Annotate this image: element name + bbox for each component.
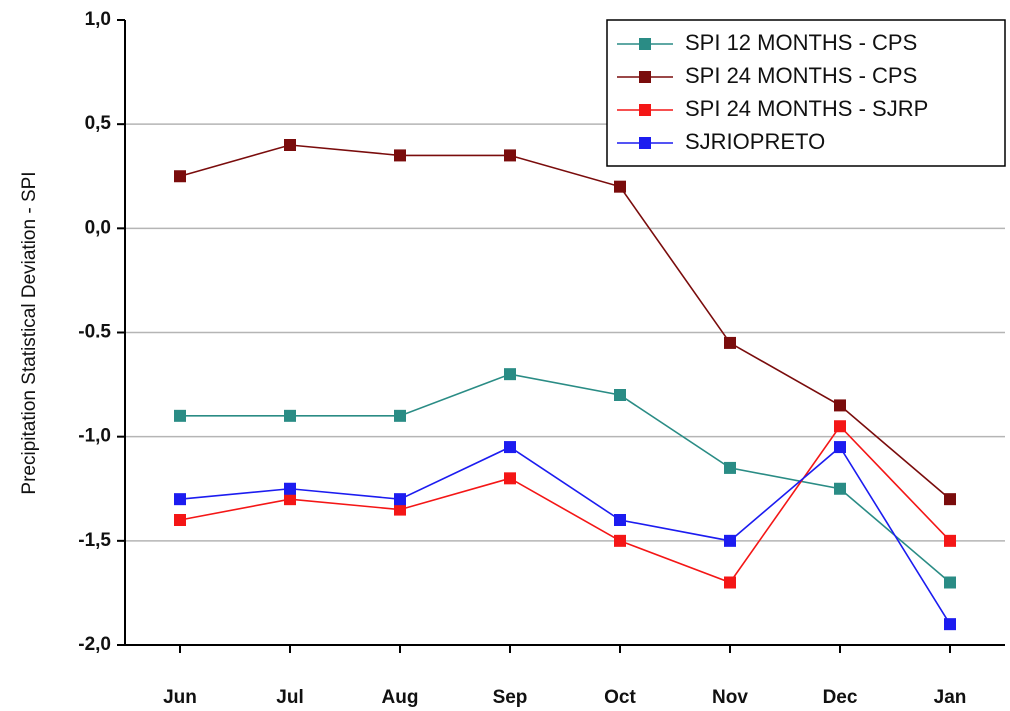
marker (504, 441, 516, 454)
series-line (179, 144, 951, 500)
marker (284, 409, 296, 422)
legend-label: SPI 24 MONTHS - SJRP (685, 96, 928, 121)
y-tick-label: -2,0 (78, 634, 111, 655)
marker (834, 420, 846, 433)
marker (944, 618, 956, 631)
x-tick-label: Dec (823, 687, 858, 708)
marker (614, 534, 626, 547)
y-tick-label: -1,5 (78, 530, 111, 551)
marker (724, 336, 736, 349)
marker (944, 534, 956, 547)
marker (284, 482, 296, 495)
marker (174, 493, 186, 506)
marker (504, 149, 516, 162)
marker (394, 409, 406, 422)
marker (174, 170, 186, 183)
y-tick-label: 0,0 (85, 217, 111, 238)
y-tick-label: -0.5 (78, 322, 111, 343)
x-tick-label: Jan (934, 687, 967, 708)
marker (504, 368, 516, 381)
y-tick-label: -1,0 (78, 426, 111, 447)
legend-label: SPI 24 MONTHS - CPS (685, 63, 917, 88)
marker (614, 180, 626, 193)
x-tick-label: Jul (276, 687, 303, 708)
marker (174, 409, 186, 422)
series-line (180, 373, 951, 584)
marker (174, 514, 186, 526)
series-line (179, 445, 951, 625)
x-tick-label: Nov (712, 687, 748, 708)
legend-box (606, 19, 1006, 167)
marker (724, 534, 736, 547)
marker (394, 493, 406, 506)
x-tick-label: Aug (382, 687, 419, 708)
legend-marker (639, 71, 651, 83)
y-tick-label: 1,0 (85, 9, 111, 30)
y-tick-label: 0,5 (85, 113, 112, 134)
legend-marker (639, 38, 651, 50)
marker (834, 441, 846, 454)
marker (944, 576, 956, 589)
marker (724, 461, 736, 474)
legend-marker (639, 104, 651, 116)
marker (614, 514, 626, 526)
x-tick-label: Sep (493, 687, 528, 708)
marker (834, 482, 846, 495)
series-line (179, 424, 951, 584)
marker (504, 472, 516, 485)
x-tick-label: Oct (604, 687, 636, 708)
marker (284, 139, 296, 151)
marker (394, 149, 406, 162)
x-tick-label: Jun (163, 687, 197, 708)
marker (834, 399, 846, 412)
marker (394, 503, 406, 516)
marker (944, 493, 956, 506)
legend-marker (639, 137, 651, 149)
legend-label: SPI 12 MONTHS - CPS (685, 30, 917, 55)
marker (284, 493, 296, 506)
marker (614, 389, 626, 401)
marker (724, 576, 736, 589)
y-axis-label: Precipitation Statistical Deviation - SP… (19, 171, 40, 494)
legend-label: SJRIOPRETO (685, 129, 825, 154)
